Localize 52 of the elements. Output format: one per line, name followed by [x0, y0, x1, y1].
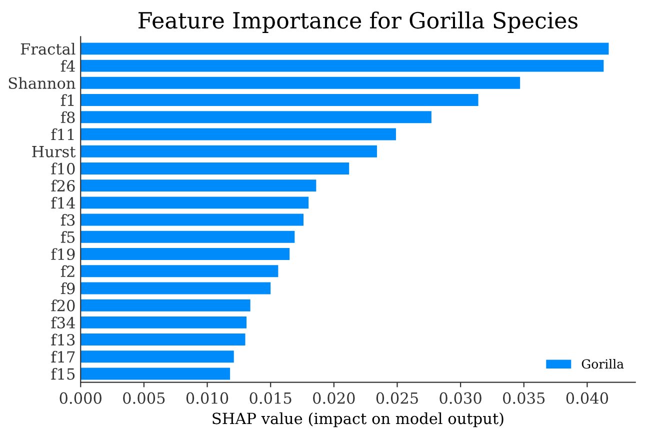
- y-tick-label: f20: [51, 300, 75, 312]
- x-tick-label: 0.010: [186, 392, 228, 404]
- y-tick-label: f26: [51, 180, 75, 192]
- x-tick-label: 0.005: [123, 392, 165, 404]
- y-tick-label: Hurst: [32, 146, 76, 158]
- bar: [80, 350, 234, 363]
- y-tick-label: f14: [51, 196, 75, 208]
- x-tick-label: 0.020: [313, 392, 355, 404]
- y-tick-label: f3: [60, 214, 75, 226]
- bar: [80, 162, 350, 174]
- bar: [80, 128, 396, 140]
- bar: [80, 299, 250, 312]
- x-tick-label: 0.000: [60, 392, 102, 404]
- x-tick-label: 0.015: [250, 392, 292, 404]
- bar: [80, 368, 230, 380]
- y-tick-label: f2: [60, 265, 74, 277]
- y-tick-label: Shannon: [8, 77, 76, 89]
- bar: [80, 334, 246, 346]
- bar: [80, 196, 309, 209]
- x-tick-label: 0.040: [566, 392, 608, 404]
- bar: [80, 145, 377, 158]
- chart-title: Feature Importance for Gorilla Species: [138, 12, 578, 34]
- bar: [80, 42, 609, 55]
- y-tick-label: f34: [51, 316, 75, 328]
- y-tick-label: f15: [51, 368, 75, 380]
- bar: [80, 248, 290, 260]
- legend-label: Gorilla: [582, 358, 624, 369]
- bar: [80, 180, 316, 192]
- y-tick-label: f5: [60, 231, 75, 243]
- x-tick-label: 0.030: [440, 392, 482, 404]
- bar: [80, 230, 295, 243]
- y-tick-label: f10: [51, 162, 75, 174]
- x-tick-label: 0.035: [503, 392, 545, 404]
- bar: [80, 94, 478, 106]
- y-tick-label: f19: [51, 248, 75, 260]
- y-tick-label: f11: [51, 128, 74, 140]
- y-tick-label: f9: [60, 282, 75, 294]
- bar: [80, 282, 271, 294]
- bar: [80, 214, 304, 226]
- y-tick-label: Fractal: [20, 42, 76, 55]
- y-tick-label: f1: [60, 94, 74, 106]
- y-tick-label: f17: [51, 350, 75, 362]
- y-tick-label: f4: [60, 60, 75, 72]
- bar: [80, 76, 520, 89]
- bar: [80, 111, 432, 124]
- bar: [80, 60, 604, 72]
- bar: [80, 316, 247, 328]
- y-tick-label: f13: [51, 334, 75, 346]
- y-tick-label: f8: [60, 111, 75, 124]
- bar: [80, 265, 278, 278]
- x-axis-title: SHAP value (impact on model output): [212, 412, 504, 428]
- x-tick-label: 0.025: [376, 392, 418, 404]
